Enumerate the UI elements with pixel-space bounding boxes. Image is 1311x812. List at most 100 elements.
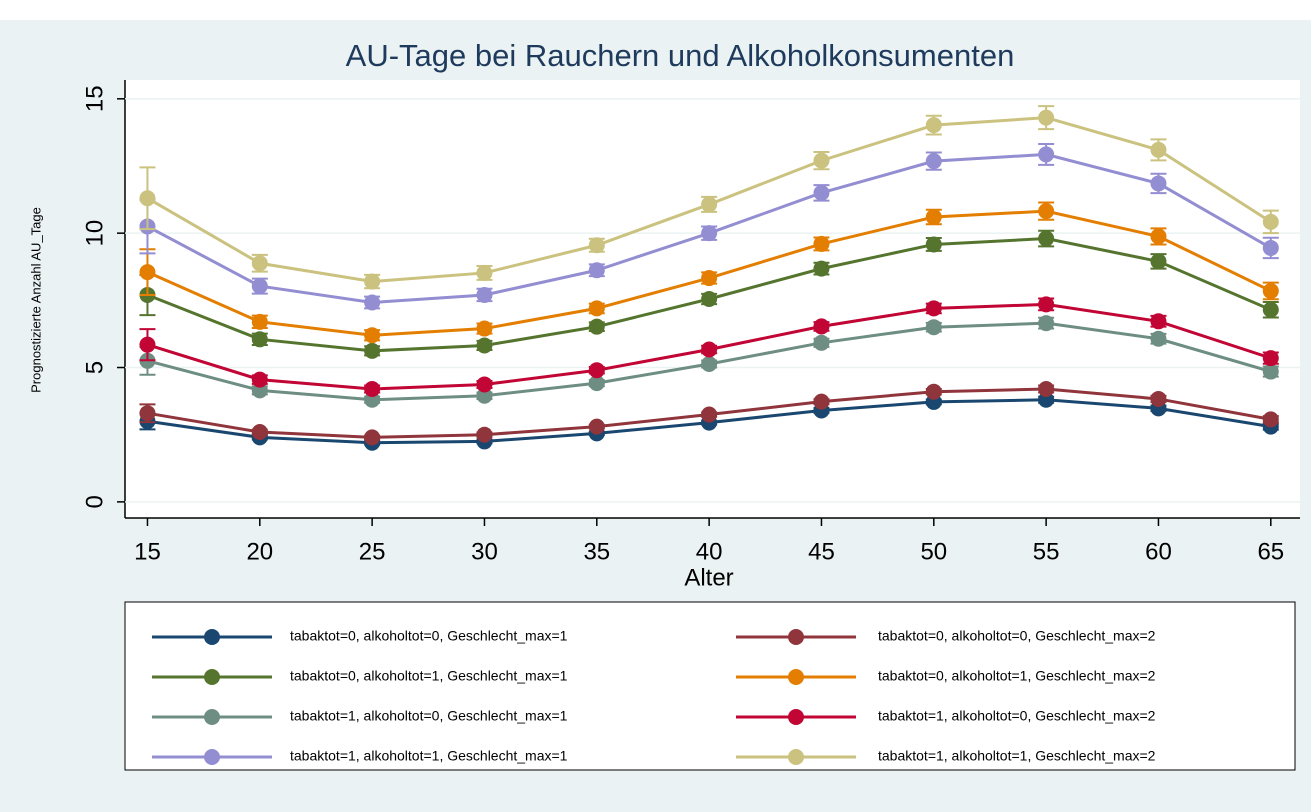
x-tick-label: 65 xyxy=(1257,538,1284,565)
point xyxy=(1262,411,1279,428)
y-tick-label: 15 xyxy=(81,85,108,112)
x-tick-label: 45 xyxy=(808,538,835,565)
y-tick-label: 0 xyxy=(81,495,108,508)
point xyxy=(139,190,156,207)
point xyxy=(251,371,268,388)
point xyxy=(588,418,605,435)
point xyxy=(1150,175,1167,192)
point xyxy=(1038,146,1055,163)
point xyxy=(1038,203,1055,220)
y-axis-label: Prognostizierte Anzahl AU_Tage xyxy=(28,207,43,393)
point xyxy=(1038,315,1055,332)
point xyxy=(588,237,605,254)
point xyxy=(1262,282,1279,299)
point xyxy=(251,331,268,348)
legend-label: tabaktot=0, alkoholtot=0, Geschlecht_max… xyxy=(290,628,568,644)
point xyxy=(701,341,718,358)
point xyxy=(813,260,830,277)
point xyxy=(701,291,718,307)
point xyxy=(1038,381,1055,398)
point xyxy=(1150,313,1167,330)
point xyxy=(1150,228,1167,245)
point xyxy=(1150,390,1167,407)
point xyxy=(476,376,493,393)
point xyxy=(139,336,156,353)
point xyxy=(364,273,381,290)
point xyxy=(701,270,718,287)
point xyxy=(364,381,381,398)
point xyxy=(1150,141,1167,158)
legend-label: tabaktot=0, alkoholtot=1, Geschlecht_max… xyxy=(290,668,568,684)
top-strip xyxy=(0,0,1311,20)
point xyxy=(588,362,605,379)
point xyxy=(1262,350,1279,367)
point xyxy=(364,429,381,446)
y-tick-label: 5 xyxy=(81,361,108,374)
point xyxy=(1038,230,1055,247)
point xyxy=(476,387,493,404)
x-tick-label: 15 xyxy=(134,538,161,565)
x-tick-label: 55 xyxy=(1033,538,1060,565)
x-axis-label: Alter xyxy=(684,564,733,591)
point xyxy=(1038,296,1055,313)
legend-label: tabaktot=1, alkoholtot=1, Geschlecht_max… xyxy=(878,748,1156,764)
legend-label: tabaktot=1, alkoholtot=0, Geschlecht_max… xyxy=(878,708,1156,724)
x-tick-label: 30 xyxy=(471,538,498,565)
point xyxy=(925,117,942,134)
point xyxy=(476,320,493,337)
point xyxy=(588,375,605,392)
legend-marker xyxy=(204,709,220,725)
point xyxy=(701,225,718,242)
point xyxy=(476,426,493,443)
y-tick-label: 10 xyxy=(81,220,108,247)
chart-title: AU-Tage bei Rauchern und Alkoholkonsumen… xyxy=(346,38,1015,73)
legend-label: tabaktot=0, alkoholtot=0, Geschlecht_max… xyxy=(878,628,1156,644)
legend-label: tabaktot=1, alkoholtot=1, Geschlecht_max… xyxy=(290,748,568,764)
point xyxy=(1038,109,1055,126)
point xyxy=(701,356,718,373)
point xyxy=(1150,253,1167,270)
point xyxy=(925,209,942,226)
point xyxy=(1262,363,1279,380)
point xyxy=(364,342,381,359)
point xyxy=(364,294,381,311)
point xyxy=(476,337,493,354)
point xyxy=(251,424,268,441)
point xyxy=(813,393,830,410)
legend-label: tabaktot=0, alkoholtot=1, Geschlecht_max… xyxy=(878,668,1156,684)
point xyxy=(813,318,830,335)
point xyxy=(251,278,268,295)
point xyxy=(588,300,605,317)
x-tick-label: 60 xyxy=(1145,538,1172,565)
point xyxy=(925,383,942,400)
point xyxy=(588,262,605,279)
legend-marker xyxy=(788,669,804,685)
legend-marker xyxy=(204,629,220,645)
point xyxy=(813,334,830,351)
point xyxy=(813,184,830,201)
legend-box xyxy=(124,601,1296,771)
point xyxy=(701,196,718,213)
point xyxy=(925,319,942,336)
point xyxy=(364,327,381,344)
x-tick-label: 50 xyxy=(920,538,947,565)
point xyxy=(476,286,493,303)
legend-marker xyxy=(204,749,220,765)
point xyxy=(925,153,942,170)
point xyxy=(251,313,268,330)
point xyxy=(925,236,942,253)
point xyxy=(476,264,493,281)
legend-marker xyxy=(204,669,220,685)
point xyxy=(251,255,268,272)
legend-label: tabaktot=1, alkoholtot=0, Geschlecht_max… xyxy=(290,708,568,724)
point xyxy=(1262,213,1279,230)
point xyxy=(588,318,605,335)
point xyxy=(1262,301,1279,318)
x-tick-label: 40 xyxy=(696,538,723,565)
legend-marker xyxy=(788,629,804,645)
x-tick-label: 25 xyxy=(359,538,386,565)
point xyxy=(1150,330,1167,347)
point xyxy=(139,405,156,422)
